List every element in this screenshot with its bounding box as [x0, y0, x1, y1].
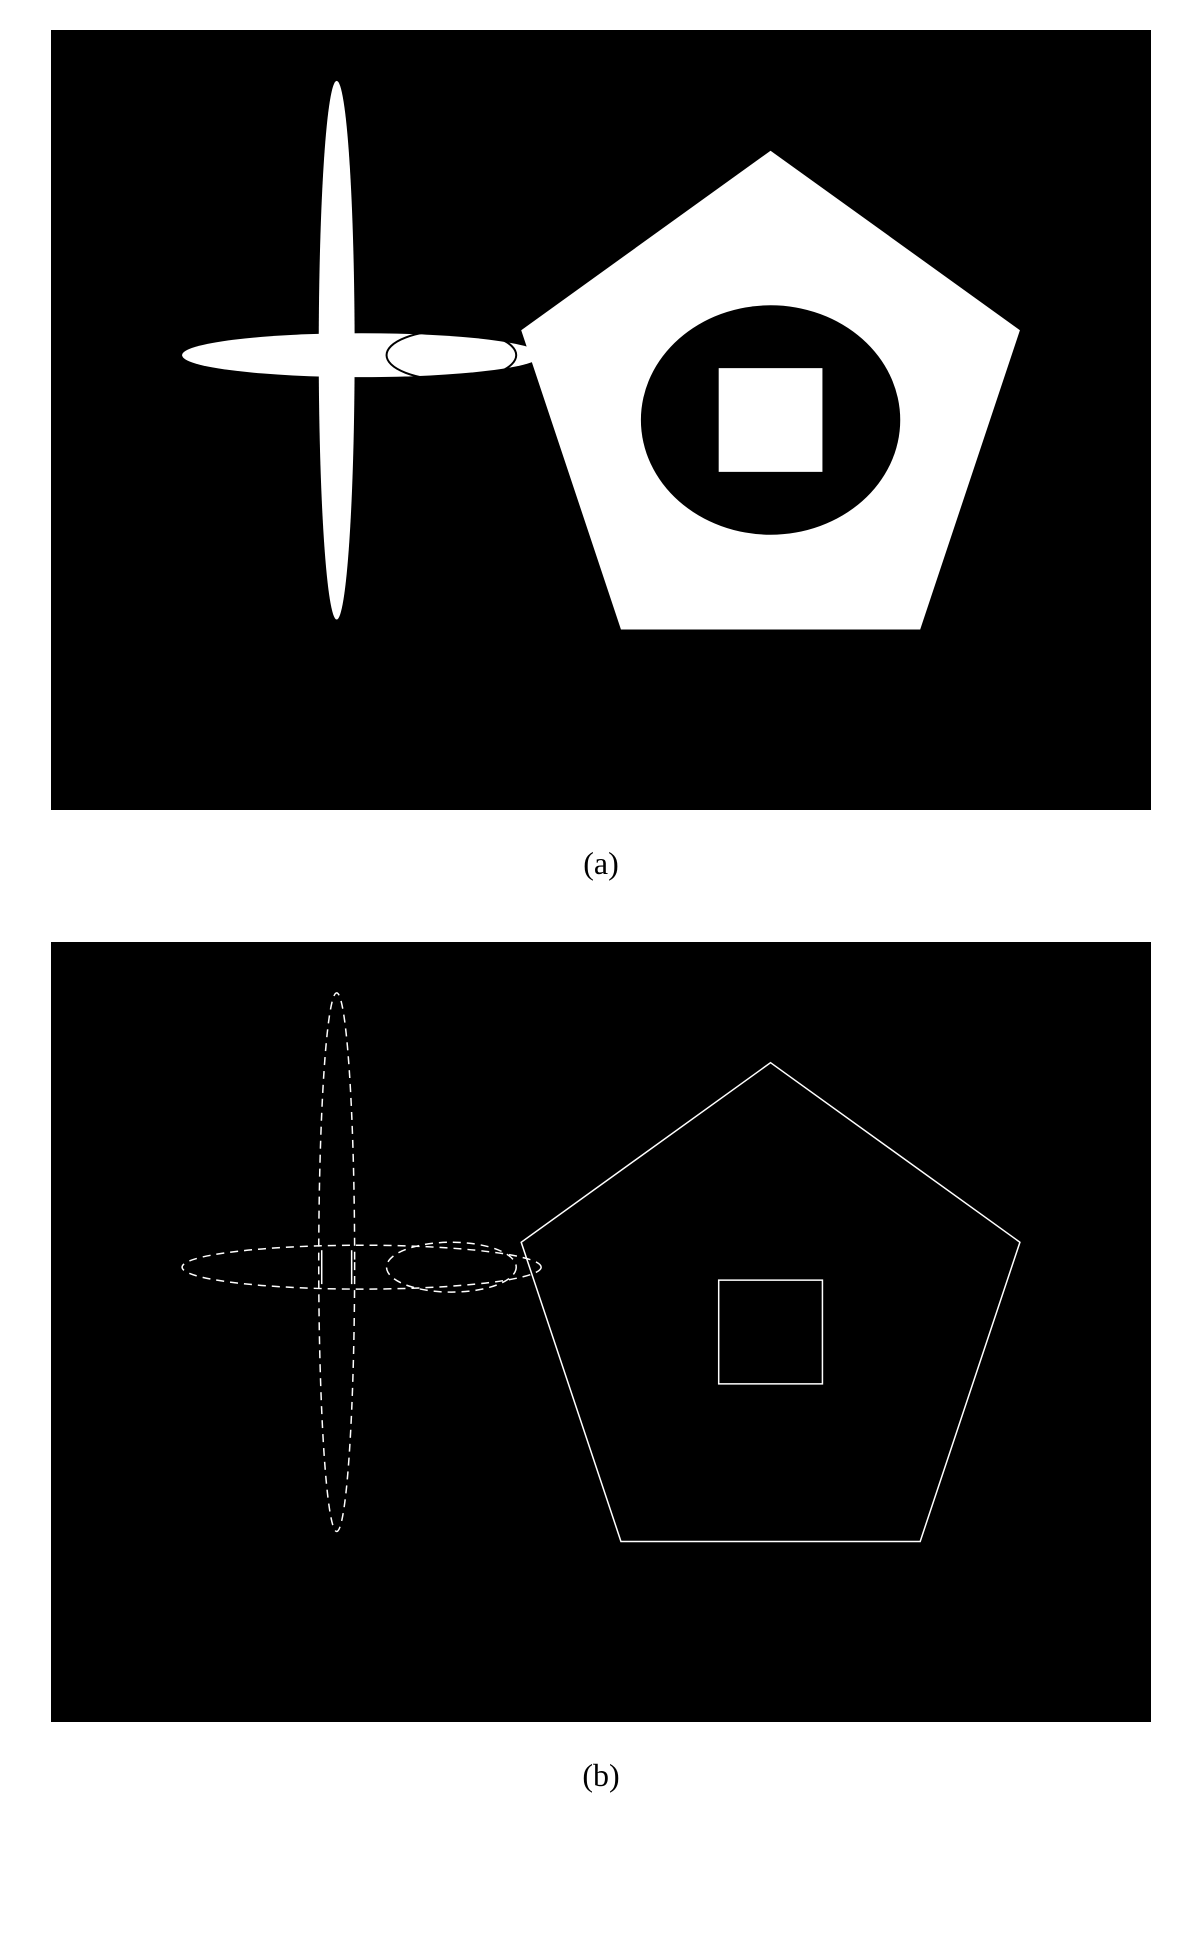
- inner-square-outline: [719, 1280, 823, 1384]
- horizontal-ellipse-outline: [182, 1245, 541, 1289]
- ring-outline-b: [387, 1242, 517, 1292]
- horizontal-ellipse: [182, 333, 541, 377]
- caption-a: (a): [50, 845, 1152, 882]
- caption-b: (b): [50, 1757, 1152, 1794]
- intersection-ticks: [322, 1250, 352, 1284]
- pentagon-outline: [521, 1063, 1020, 1542]
- vertical-ellipse: [319, 81, 355, 620]
- inner-square: [719, 368, 823, 472]
- figure-a-svg: [52, 31, 1150, 809]
- figure-a-frame: [51, 30, 1151, 810]
- figure-b-svg: [52, 943, 1150, 1721]
- figure-b-frame: [51, 942, 1151, 1722]
- vertical-ellipse-outline: [319, 993, 355, 1532]
